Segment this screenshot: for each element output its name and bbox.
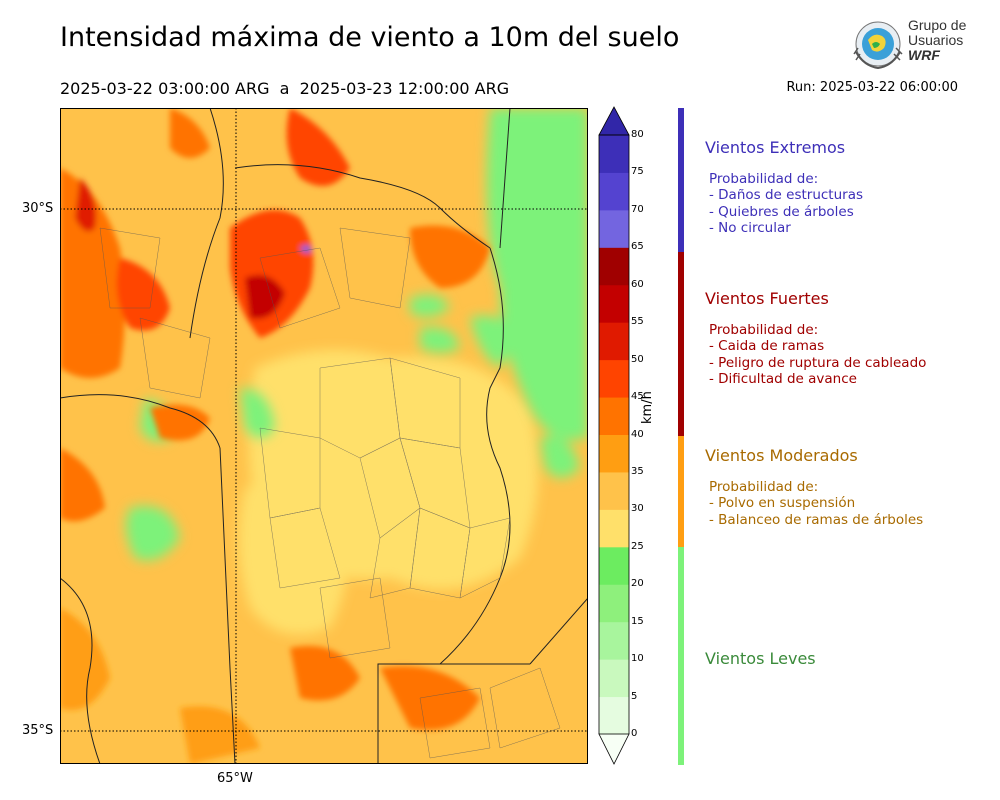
colorbar-tick-label: 25: [631, 540, 644, 552]
province-borders: [60, 108, 588, 764]
category-intro: Probabilidad de:: [709, 479, 819, 495]
category-intro: Probabilidad de:: [709, 322, 819, 338]
map-title: Intensidad máxima de viento a 10m del su…: [60, 22, 680, 53]
colorbar-bin: [599, 434, 629, 473]
category-item: - Quiebres de árboles: [709, 203, 854, 220]
colorbar-tick-label: 75: [631, 166, 644, 178]
grupo-usuarios-wrf-logo: Grupo de Usuarios WRF: [850, 18, 970, 72]
category-item: - Peligro de ruptura de cableado: [709, 354, 927, 371]
colorbar-tick-label: 45: [631, 391, 644, 403]
wind-map: [60, 108, 588, 764]
colorbar-tick-label: 65: [631, 241, 644, 253]
colorbar-bin: [599, 135, 629, 173]
category-moderate: Vientos Moderados Probabilidad de: - Pol…: [705, 446, 923, 528]
wind-field-strong-zone: [60, 108, 490, 764]
colorbar-tick-label: 10: [631, 653, 644, 665]
colorbar-tick-label: 0: [631, 728, 638, 739]
colorbar-bin: [599, 172, 629, 211]
logo-line-3: WRF: [908, 47, 940, 63]
wind-field-svg: [60, 108, 588, 764]
graticule: [60, 108, 588, 764]
colorbar-over-extension: [598, 106, 630, 136]
colorbar-tick-label: 35: [631, 465, 644, 477]
colorbar-tick-label: 55: [631, 316, 644, 328]
category-bar-moderate: [678, 436, 684, 547]
category-name: Vientos Extremos: [705, 138, 846, 157]
colorbar-under-extension: [598, 733, 630, 765]
colorbar-bin: [599, 471, 629, 510]
colorbar-bin: [599, 322, 629, 361]
colorbar-tick-label: 20: [631, 578, 644, 590]
colorbar-unit-label: km/h: [640, 391, 655, 424]
category-item: - Daños de estructuras: [709, 187, 864, 203]
category-item: - No circular: [709, 220, 791, 236]
colorbar-tick-label: 15: [631, 615, 644, 627]
colorbar-bin: [599, 659, 629, 698]
logo-line-1: Grupo de: [908, 17, 967, 33]
colorbar-tick-label: 60: [631, 278, 644, 290]
colorbar-bin: [599, 247, 629, 286]
colorbar-bin: [599, 209, 629, 248]
department-borders: [99, 227, 561, 759]
logo-line-2: Usuarios: [908, 32, 964, 48]
category-light: Vientos Leves: [705, 649, 816, 668]
category-item: - Dificultad de avance: [709, 371, 857, 387]
colorbar-tick-label: 40: [631, 428, 644, 440]
category-extreme: Vientos Extremos Probabilidad de: - Daño…: [705, 138, 863, 237]
category-name: Vientos Leves: [705, 649, 816, 668]
colorbar-tick-label: 70: [631, 203, 644, 215]
category-item: - Caida de ramas: [709, 338, 825, 354]
colorbar-tick-label: 80: [631, 129, 644, 140]
lon-label-65w: 65°W: [217, 771, 253, 786]
colorbar-tick-label: 5: [631, 690, 638, 702]
colorbar-bin: [599, 621, 629, 660]
colorbar-tick-label: 50: [631, 353, 644, 365]
lat-label-30s: 30°S: [22, 201, 54, 216]
wind-field-green-zone: [126, 108, 588, 561]
category-strong: Vientos Fuertes Probabilidad de: - Caida…: [705, 289, 926, 388]
run-time: Run: 2025-03-22 06:00:00: [786, 80, 958, 95]
colorbar-bin: [599, 546, 629, 585]
colorbar-tick-label: 30: [631, 503, 644, 515]
category-item: - Balanceo de ramas de árboles: [709, 511, 924, 528]
category-name: Vientos Fuertes: [705, 289, 829, 308]
colorbar-outline: [598, 134, 630, 735]
colorbar: [598, 106, 630, 765]
category-item: - Polvo en suspensión: [709, 495, 856, 511]
colorbar-bin: [599, 284, 629, 323]
colorbar-bin: [599, 696, 629, 735]
wind-field-light-zone: [238, 350, 539, 635]
colorbar-bin: [599, 397, 629, 435]
globe-logo-icon: [853, 21, 903, 70]
map-frame: [60, 108, 588, 764]
category-name: Vientos Moderados: [705, 446, 858, 465]
forecast-period: 2025-03-22 03:00:00 ARG a 2025-03-23 12:…: [60, 79, 510, 98]
category-bar-strong: [678, 252, 684, 436]
category-intro: Probabilidad de:: [709, 171, 819, 187]
category-bar-extreme: [678, 108, 684, 252]
colorbar-bin: [599, 509, 629, 548]
lat-label-35s: 35°S: [22, 723, 54, 738]
colorbar-bin: [599, 584, 629, 623]
category-bar-light: [678, 547, 684, 765]
colorbar-bin: [599, 359, 629, 398]
